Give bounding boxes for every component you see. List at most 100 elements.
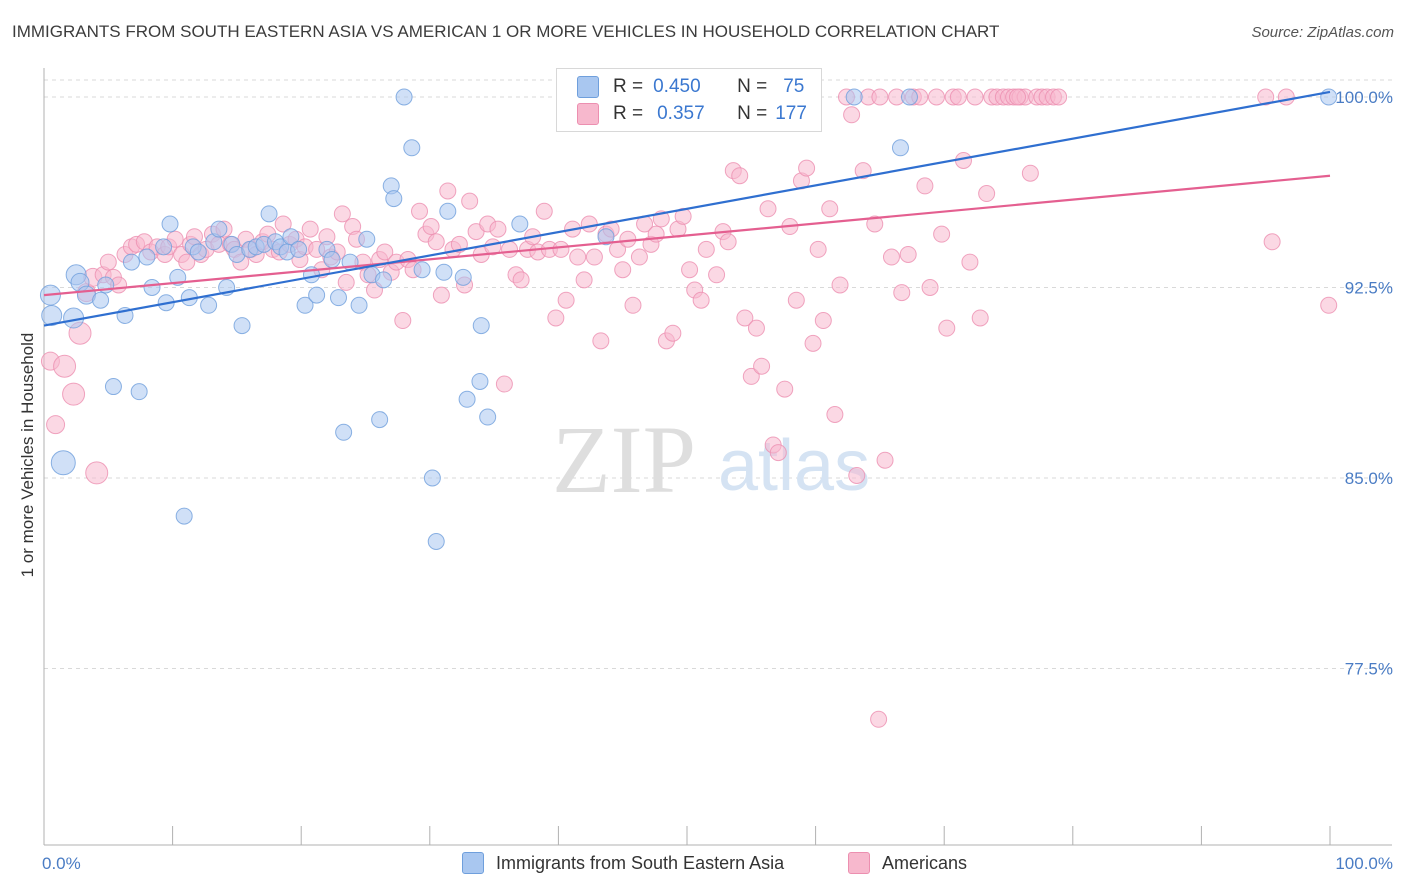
immigrants-point xyxy=(308,286,326,304)
immigrants-point xyxy=(439,202,457,220)
americans-point xyxy=(461,192,479,210)
americans-point xyxy=(938,319,956,337)
immigrants-point xyxy=(175,507,193,525)
immigrants-point xyxy=(454,268,472,286)
legend-n-label: N = xyxy=(737,103,768,124)
americans-point xyxy=(798,159,816,177)
immigrants-point xyxy=(189,243,207,261)
americans-point xyxy=(961,253,979,271)
americans-point xyxy=(1050,88,1068,106)
immigrants-point xyxy=(471,372,489,390)
immigrants-point xyxy=(472,317,490,335)
americans-point xyxy=(99,253,117,271)
bottom-legend-label-americans: Americans xyxy=(882,852,968,873)
americans-point xyxy=(1320,296,1338,314)
immigrants-point xyxy=(329,289,347,307)
americans-point xyxy=(966,88,984,106)
americans-point xyxy=(85,461,109,485)
legend-swatch-pink xyxy=(577,103,599,125)
immigrants-point xyxy=(233,317,251,335)
immigrants-point xyxy=(41,304,63,326)
bottom-legend-swatch-pink xyxy=(848,852,870,874)
americans-point xyxy=(547,309,565,327)
immigrants-point xyxy=(511,215,529,233)
immigrants-point xyxy=(385,190,403,208)
bottom-legend-swatch-blue xyxy=(462,852,484,874)
watermark-atlas: atlas xyxy=(718,426,870,506)
americans-point xyxy=(871,88,889,106)
x-tick-label-max: 100.0% xyxy=(1335,854,1393,873)
immigrants-point xyxy=(50,450,76,476)
americans-point xyxy=(899,245,917,263)
immigrants-point xyxy=(210,220,228,238)
tick-labels: 77.5% 85.0% 92.5% 100.0% 0.0% 100.0% xyxy=(42,88,1393,873)
legend-row-immigrants: R = 0.450 N = 75 xyxy=(577,74,804,100)
immigrants-point xyxy=(403,139,421,157)
immigrants-point xyxy=(260,205,278,223)
americans-point xyxy=(422,218,440,236)
source-label: Source: ZipAtlas.com xyxy=(1251,24,1394,41)
immigrants-point xyxy=(104,378,122,396)
americans-point xyxy=(821,200,839,218)
americans-point xyxy=(933,225,951,243)
americans-point xyxy=(971,309,989,327)
americans-point xyxy=(624,296,642,314)
immigrants-point xyxy=(900,88,918,106)
americans-point xyxy=(736,309,754,327)
americans-point xyxy=(692,291,710,309)
legend-r-label: R = xyxy=(613,76,644,97)
immigrants-trend-line xyxy=(43,90,1331,327)
americans-point xyxy=(411,202,429,220)
americans-point xyxy=(769,444,787,462)
immigrants-point xyxy=(290,240,308,258)
immigrants-point xyxy=(395,88,413,106)
immigrants-point xyxy=(282,228,300,246)
americans-point xyxy=(893,284,911,302)
americans-point xyxy=(708,266,726,284)
americans-point xyxy=(854,162,872,180)
americans-point xyxy=(580,215,598,233)
americans-point xyxy=(826,406,844,423)
americans-point xyxy=(876,451,894,469)
immigrants-point xyxy=(350,296,368,314)
americans-point xyxy=(882,248,900,266)
immigrants-point xyxy=(161,215,179,233)
americans-point xyxy=(62,382,86,406)
americans-point xyxy=(978,185,996,203)
americans-point xyxy=(916,177,934,195)
americans-point xyxy=(630,248,648,266)
immigrants-point xyxy=(458,390,476,408)
immigrants-point xyxy=(92,291,110,309)
bottom-legend: Immigrants from South Eastern Asia Ameri… xyxy=(0,852,1406,878)
immigrants-point xyxy=(845,88,863,106)
bottom-legend-immigrants: Immigrants from South Eastern Asia xyxy=(462,852,784,874)
immigrants-point xyxy=(375,271,393,289)
gridlines xyxy=(44,79,1392,669)
immigrants-point xyxy=(122,253,140,271)
immigrants-point xyxy=(413,261,431,279)
americans-point xyxy=(949,88,967,106)
bottom-legend-label-immigrants: Immigrants from South Eastern Asia xyxy=(496,852,785,873)
americans-point xyxy=(376,243,394,261)
americans-point xyxy=(432,286,450,304)
chart-title: IMMIGRANTS FROM SOUTH EASTERN ASIA VS AM… xyxy=(12,22,1000,41)
americans-point xyxy=(585,248,603,266)
americans-point xyxy=(787,291,805,309)
immigrants-point xyxy=(138,248,156,266)
trend-lines xyxy=(43,90,1331,327)
americans-point xyxy=(776,380,794,398)
americans-point xyxy=(489,220,507,238)
americans-point xyxy=(681,261,699,279)
legend-swatch-blue xyxy=(577,76,599,98)
americans-point xyxy=(439,182,457,200)
immigrants-point xyxy=(323,251,341,269)
americans-point xyxy=(1277,88,1295,106)
americans-point xyxy=(333,205,351,223)
americans-point xyxy=(866,215,884,233)
immigrants-point xyxy=(143,279,161,296)
americans-trend-line xyxy=(43,174,1331,297)
americans-point xyxy=(927,88,945,106)
watermark: ZIP atlas xyxy=(552,406,870,513)
americans-point xyxy=(1263,233,1281,251)
americans-point xyxy=(53,354,77,378)
